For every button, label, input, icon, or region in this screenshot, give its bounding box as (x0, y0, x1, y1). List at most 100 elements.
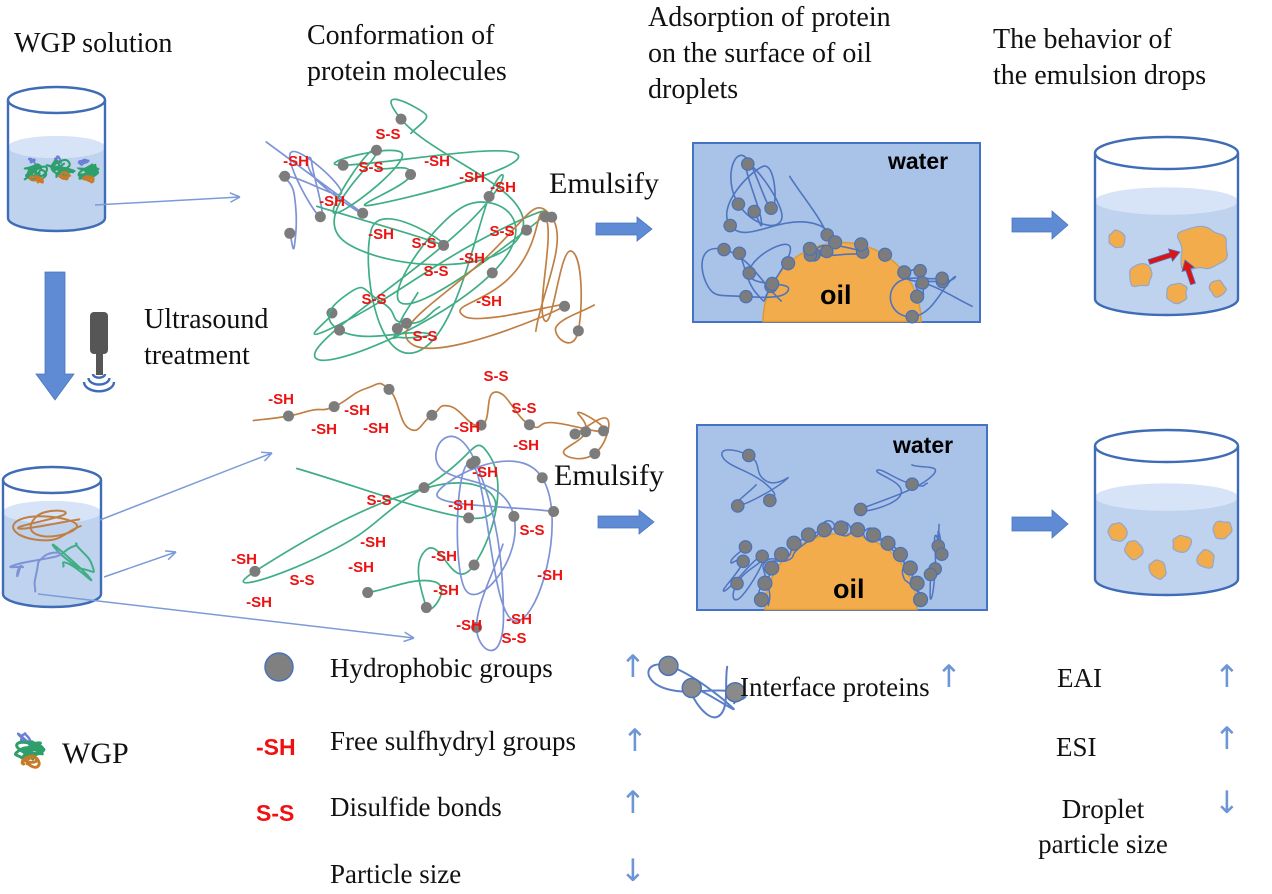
hydrophobic-group-dot (741, 448, 756, 463)
hydrophobic-group-dot (438, 239, 450, 251)
up-arrow-icon: ↑ (622, 723, 648, 759)
ss-label: S-S (412, 328, 437, 345)
protein-chain (27, 157, 37, 169)
sh-label: -SH (283, 153, 309, 170)
legend-interface-label: Interface proteins (740, 672, 930, 702)
hydrophobic-group-dot (880, 535, 896, 551)
hydrophobic-group-dot (508, 510, 520, 522)
hydrophobic-group-dot (405, 168, 417, 180)
sh-label: -SH (454, 419, 480, 436)
ultrasound-probe-icon (82, 312, 116, 393)
hydrophobic-group-dot (523, 419, 535, 431)
native-conformation-tangle: S-S-SH S-S -SH-SH-SH-SH-SHS-SS-S-SHS-S-SHS… (265, 98, 596, 362)
hydrophobic-group-dot (463, 512, 475, 524)
legend-droplet-size-label: Droplet particle size (1038, 794, 1168, 859)
protein-chain (82, 175, 95, 184)
hydrophobic-group-dot (902, 560, 918, 576)
protein-chain (252, 382, 610, 460)
ultrasound-treatment-label: Ultrasound treatment (144, 304, 269, 371)
hydrophobic-group-dot (764, 560, 780, 576)
ultrasound-down-arrow (35, 271, 75, 401)
hydrophobic-group-dot (736, 554, 750, 569)
hydrophobic-group-dot (742, 266, 757, 280)
sh-label: -SH (459, 169, 485, 186)
protein-chain (20, 754, 41, 769)
hydrophobic-group-dot (923, 567, 938, 582)
stable-oil-drop (1212, 520, 1233, 540)
hydrophobic-group-legend-dot (264, 652, 294, 682)
hydrophobic-group-dot (401, 317, 413, 329)
hydrophobic-group-dot (730, 576, 744, 591)
protein-chain (405, 206, 596, 350)
sh-label: -SH (490, 179, 516, 196)
down-arrow-icon: ↓ (620, 853, 646, 889)
sh-label: -SH (448, 497, 474, 514)
hydrophobic-group-dot (589, 448, 601, 460)
protein-chain (28, 174, 44, 184)
wgp-molecule-icon (23, 157, 48, 184)
hydrophobic-group-dot (328, 401, 340, 413)
hydrophobic-group-dot (915, 276, 930, 290)
hydrophobic-group-dot (572, 325, 584, 337)
pointer-arrow (103, 550, 177, 578)
sh-label: -SH (319, 193, 345, 210)
coalesced-oil-drop (1176, 225, 1229, 272)
hydrophobic-group-dot (249, 565, 261, 577)
hydrophobic-group-dot (739, 289, 753, 304)
hydrophobic-group-dot (371, 144, 383, 156)
hydrophobic-group-dot (755, 549, 770, 564)
hydrophobic-group-dot (548, 506, 560, 518)
to-emulsion-arrow (1011, 509, 1069, 539)
red-coalescence-arrow (1147, 248, 1181, 265)
unfolded-protein-chains: -SH-SH-SH -SHS-SS-S-SH-SH-SHS-S-SH-SHS-S-… (231, 368, 610, 652)
stable-oil-drop (1107, 522, 1128, 542)
hydrophobic-group-dot (913, 263, 927, 278)
hydrophobic-group-dot (420, 602, 432, 614)
oil-drop (1108, 229, 1126, 249)
to-emulsion-arrow (1011, 210, 1069, 240)
sh-label: -SH (506, 611, 532, 628)
legend-disulfide-label: Disulfide bonds (330, 792, 502, 822)
pointer-arrow (94, 192, 241, 206)
hydrophobic-group-dot (753, 592, 770, 608)
protein-chain (77, 158, 90, 167)
hydrophobic-group-dot (905, 477, 919, 491)
stable-oil-drop (1124, 540, 1144, 561)
hydrophobic-group-dot (730, 499, 745, 513)
pointer-arrow (99, 451, 273, 521)
legend-eai-label: EAI (1057, 663, 1102, 693)
ss-label: S-S (358, 159, 383, 176)
legend-hydrophobic-label: Hydrophobic groups (330, 653, 553, 683)
hydrophobic-group-dot (314, 211, 326, 223)
wgp-legend-icon (13, 732, 46, 769)
wgp-molecule-icon (45, 155, 76, 181)
wgp-molecule-icon (76, 158, 100, 184)
sh-label: -SH (537, 567, 563, 584)
sh-label: -SH (268, 391, 294, 408)
hydrophobic-group-dot (934, 547, 949, 562)
sh-label: -SH (459, 250, 485, 267)
ss-label: S-S (289, 572, 314, 589)
hydrophobic-group-dot (483, 190, 495, 202)
hydrophobic-group-dot (910, 289, 925, 304)
ss-symbol: S-S (256, 800, 295, 826)
interface-proteins-native (701, 154, 973, 324)
sh-label: -SH (456, 617, 482, 634)
hydrophobic-group-dot (426, 409, 438, 421)
header-conformation: Conformation of protein molecules (307, 20, 507, 87)
hydrophobic-group-dot (723, 218, 738, 233)
protein-chain (242, 444, 499, 611)
hydrophobic-group-dot (334, 324, 346, 336)
up-arrow-icon: ↑ (1214, 721, 1240, 757)
hydrophobic-group-dot (909, 575, 925, 591)
sh-label: -SH (424, 153, 450, 170)
sound-wave-icon (87, 377, 111, 386)
hydrophobic-group-dot (732, 246, 747, 261)
hydrophobic-group-dot (765, 276, 780, 292)
sh-label: -SH (311, 421, 337, 438)
sh-label: -SH (348, 559, 374, 576)
hydrophobic-group-dot (486, 267, 498, 279)
ss-label: S-S (366, 492, 391, 509)
sonicated-beaker (1, 465, 103, 609)
sh-label: -SH (246, 594, 272, 611)
